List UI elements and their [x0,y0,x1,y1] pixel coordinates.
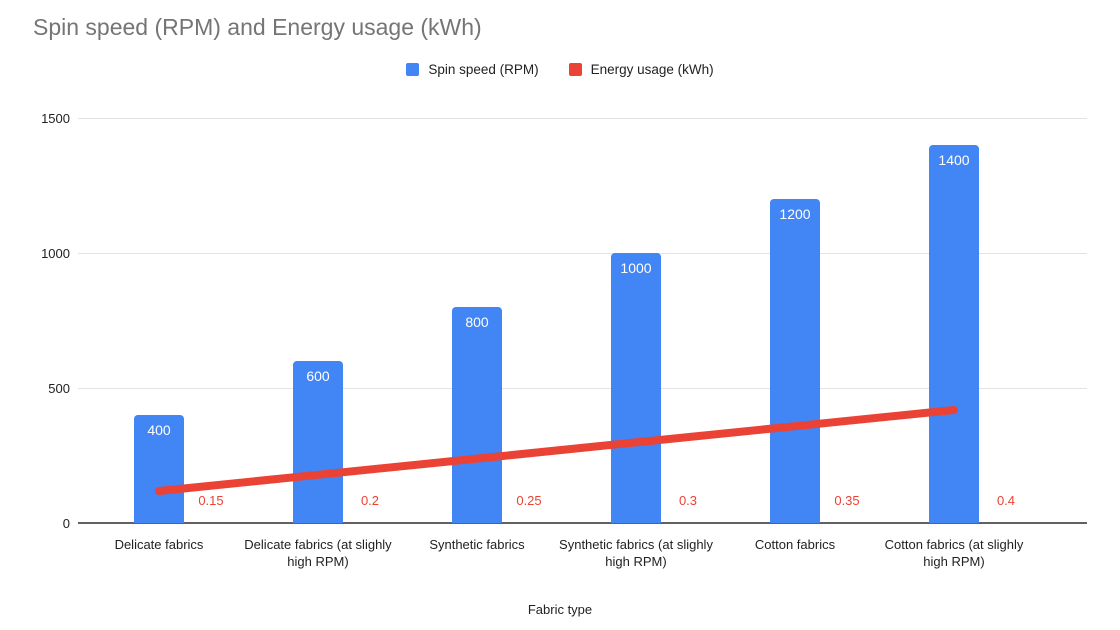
legend-swatch-energy-usage [568,63,582,76]
gridline [78,522,1087,524]
x-category-label: Delicate fabrics (at slighly high RPM) [244,537,392,569]
bar-4[interactable]: 1000 [611,253,661,523]
x-category-label: Delicate fabrics [114,537,204,552]
line-data-label: 0.3 [678,493,698,508]
y-tick-label: 1500 [41,110,70,126]
y-tick-label: 1000 [41,245,70,261]
gridline [78,252,1087,254]
y-tick-label: 0 [62,515,70,531]
line-data-label: 0.15 [198,493,224,508]
bar-value-label: 1400 [938,152,970,168]
x-category-label: Synthetic fabrics (at slighly high RPM) [559,537,713,569]
gridline [78,117,1087,119]
legend: Spin speed (RPM) Energy usage (kWh) [0,62,1120,77]
bar-2[interactable]: 600 [293,361,343,523]
bar-value-label: 600 [306,368,330,384]
bar-1[interactable]: 400 [134,415,184,523]
line-data-label: 0.2 [360,493,380,508]
line-data-label: 0.25 [516,493,542,508]
bar-6[interactable]: 1400 [929,145,979,523]
gridline [78,387,1087,389]
x-axis-title: Fabric type [527,602,593,617]
bar-3[interactable]: 800 [452,307,502,523]
bar-value-label: 1000 [620,260,652,276]
legend-label-spin-speed: Spin speed (RPM) [428,62,539,77]
bar-5[interactable]: 1200 [770,199,820,523]
legend-label-energy-usage: Energy usage (kWh) [590,62,714,77]
legend-item-energy-usage[interactable]: Energy usage (kWh) [568,62,714,77]
line-data-label: 0.4 [996,493,1016,508]
x-category-label: Cotton fabrics [754,537,836,552]
legend-item-spin-speed[interactable]: Spin speed (RPM) [406,62,539,77]
legend-swatch-spin-speed [406,63,420,76]
y-tick-label: 500 [48,380,70,396]
bar-value-label: 400 [147,422,171,438]
line-data-label: 0.35 [834,493,860,508]
x-category-label: Synthetic fabrics [429,537,525,552]
bar-value-label: 800 [465,314,489,330]
energy-usage-line[interactable] [155,406,958,495]
x-category-label: Cotton fabrics (at slighly high RPM) [884,537,1024,569]
chart-title: Spin speed (RPM) and Energy usage (kWh) [33,14,482,40]
bar-value-label: 1200 [779,206,811,222]
